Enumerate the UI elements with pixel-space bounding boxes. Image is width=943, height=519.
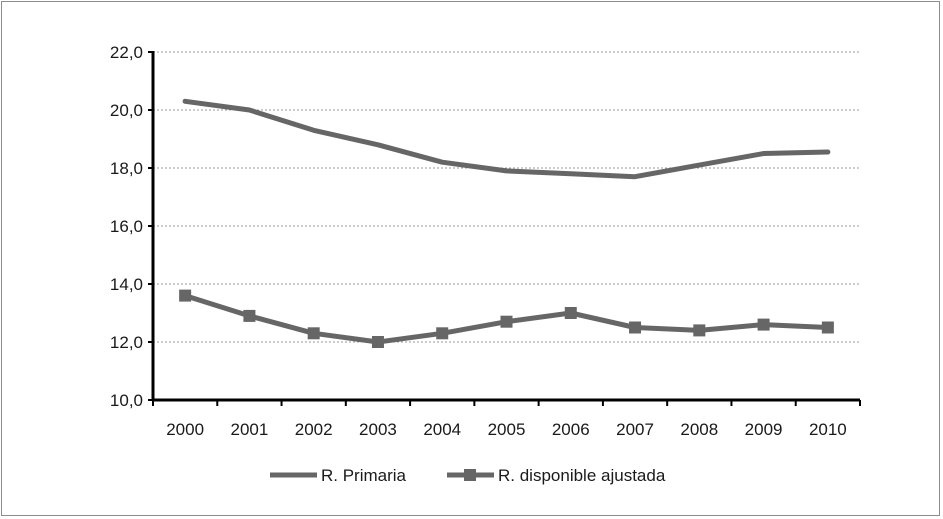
y-tick-labels: 10,0 12,0 14,0 16,0 18,0 20,0 22,0 — [110, 43, 143, 410]
data-point-r-disponible-ajustada — [500, 315, 513, 328]
data-point-r-disponible-ajustada — [371, 336, 384, 348]
data-point-r-disponible-ajustada — [179, 289, 192, 302]
x-tick-label-2008: 2008 — [680, 420, 718, 439]
x-tick-label-2006: 2006 — [552, 420, 590, 439]
x-tick-label-2001: 2001 — [230, 420, 268, 439]
x-tick-labels: 2000 2001 2002 2003 2004 2005 2006 2007 2008 2009… — [166, 420, 847, 439]
data-point-r-disponible-ajustada — [757, 318, 770, 331]
y-tick-label: 12,0 — [110, 333, 143, 352]
legend: R. Primaria R. disponible ajustada — [270, 466, 666, 485]
legend-marker-r-disponible-ajustada — [464, 469, 476, 481]
x-tick-label-2007: 2007 — [616, 420, 654, 439]
data-point-r-disponible-ajustada — [307, 327, 320, 340]
x-tick-label-2010: 2010 — [809, 420, 847, 439]
x-tick-label-2003: 2003 — [359, 420, 397, 439]
y-tick-label: 20,0 — [110, 101, 143, 120]
series-line-r-primaria — [182, 98, 831, 180]
data-point-r-disponible-ajustada — [436, 327, 449, 340]
x-tick-label-2004: 2004 — [423, 420, 461, 439]
data-point-r-disponible-ajustada — [243, 309, 256, 322]
series-lines — [179, 98, 834, 348]
legend-label-r-primaria: R. Primaria — [321, 466, 407, 485]
y-tick-label: 22,0 — [110, 43, 143, 62]
gridlines — [153, 51, 860, 343]
x-tick-label-2002: 2002 — [295, 420, 333, 439]
x-tick-label-2009: 2009 — [745, 420, 783, 439]
data-point-r-disponible-ajustada — [629, 321, 642, 334]
data-point-r-disponible-ajustada — [693, 324, 706, 337]
axes — [148, 51, 861, 406]
x-tick-label-2005: 2005 — [488, 420, 526, 439]
data-point-r-disponible-ajustada — [821, 321, 834, 334]
y-tick-label: 10,0 — [110, 391, 143, 410]
legend-label-r-disponible-ajustada: R. disponible ajustada — [498, 466, 666, 485]
y-tick-label: 14,0 — [110, 275, 143, 294]
y-tick-label: 16,0 — [110, 217, 143, 236]
x-tick-label-2000: 2000 — [166, 420, 204, 439]
y-tick-label: 18,0 — [110, 159, 143, 178]
data-point-r-disponible-ajustada — [564, 307, 577, 319]
